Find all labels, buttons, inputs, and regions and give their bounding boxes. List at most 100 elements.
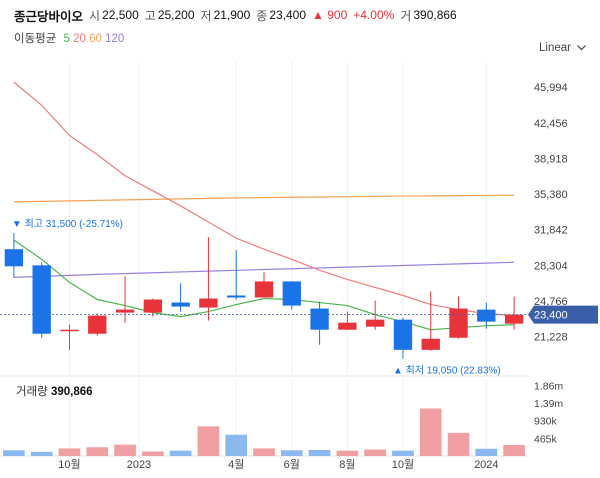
volume-bar-12 bbox=[336, 450, 359, 456]
high-value: 25,200 bbox=[157, 8, 195, 22]
candle-3 bbox=[88, 313, 107, 336]
candle-body-15 bbox=[421, 338, 440, 350]
volume-bar-0 bbox=[3, 450, 25, 456]
candle-body-2 bbox=[60, 329, 79, 332]
open-value: 22,500 bbox=[102, 8, 139, 22]
candle-12 bbox=[338, 311, 357, 330]
candle-body-14 bbox=[393, 319, 413, 350]
stock-summary-header: 종근당바이오 시 22,500 고 25,200 저 21,900 종 23,400 ▲… bbox=[14, 6, 463, 24]
candle-11 bbox=[310, 301, 329, 345]
x-tick-label-1: 2023 bbox=[127, 459, 151, 471]
candle-0 bbox=[4, 233, 24, 278]
candle-4 bbox=[115, 276, 135, 323]
candle-body-13 bbox=[365, 319, 385, 327]
candle-body-5 bbox=[143, 299, 163, 313]
volume-panel: 1.86m 1.39m 930k 465k bbox=[3, 380, 563, 456]
volume-bar-4 bbox=[114, 444, 136, 456]
candle-body-12 bbox=[338, 322, 357, 330]
candle-2 bbox=[60, 324, 79, 350]
y-tick-label-1: 42,456 bbox=[534, 118, 568, 130]
volume-bar-7 bbox=[197, 426, 220, 456]
volume-bar-1 bbox=[30, 451, 53, 456]
volume-bar-13 bbox=[364, 449, 386, 456]
volume-bar-15 bbox=[419, 408, 442, 456]
change-percent: +4.00% bbox=[353, 8, 395, 22]
candle-body-17 bbox=[477, 309, 496, 322]
scale-toggle-label: Linear bbox=[539, 42, 571, 54]
volume-label: 거 bbox=[400, 8, 412, 23]
candle-18 bbox=[504, 296, 524, 330]
candle-6 bbox=[171, 283, 190, 312]
ma-legend-item-20[interactable]: 20 bbox=[73, 33, 86, 45]
y-tick-label-5: 28,304 bbox=[534, 260, 568, 272]
candle-body-9 bbox=[254, 281, 274, 298]
volume-panel-value: 390,866 bbox=[50, 386, 93, 398]
candle-body-1 bbox=[32, 265, 51, 334]
volume-tick-label-2: 930k bbox=[534, 416, 558, 428]
volume-bar-14 bbox=[392, 450, 414, 456]
candle-10 bbox=[282, 281, 301, 310]
moving-average-legend: 이동평균 5 20 60 120 bbox=[14, 30, 124, 46]
candle-9 bbox=[254, 272, 274, 298]
volume-bar-11 bbox=[308, 449, 331, 456]
candle-body-0 bbox=[4, 249, 24, 267]
candle-13 bbox=[365, 300, 385, 330]
chevron-down-icon bbox=[577, 45, 586, 51]
y-tick-label-7: 21,228 bbox=[534, 331, 568, 343]
volume-tick-label-0: 1.86m bbox=[534, 380, 563, 392]
candle-16 bbox=[449, 296, 468, 339]
volume-bar-17 bbox=[475, 448, 498, 456]
volume-tick-label-1: 1.39m bbox=[534, 398, 563, 410]
current-price-label: 23,400 bbox=[534, 310, 568, 322]
candle-15 bbox=[421, 291, 440, 351]
low-annotation: ▲ 최저 19,050 (22.83%) bbox=[393, 364, 501, 376]
x-tick-label-2: 4월 bbox=[228, 458, 244, 471]
ma60-line bbox=[13, 194, 515, 203]
price-axis: 45,994 42,456 38,918 35,380 31,842 28,304 24,7… bbox=[534, 82, 568, 343]
low-value: 21,900 bbox=[213, 8, 251, 22]
high-annotation: ▼ 최고 31,500 (-25.71%) bbox=[12, 218, 123, 230]
candle-17 bbox=[477, 302, 496, 329]
y-tick-label-2: 38,918 bbox=[534, 153, 568, 165]
ma-legend-label: 이동평균 bbox=[14, 33, 57, 45]
candle-body-16 bbox=[449, 308, 468, 338]
ma-legend-item-5[interactable]: 5 bbox=[63, 33, 70, 45]
chart-annotations: ▼ 최고 31,500 (-25.71%) ▲ 최저 19,050 (22.83%… bbox=[0, 218, 598, 376]
volume-panel-title: 거래량 bbox=[16, 386, 48, 398]
candle-body-4 bbox=[115, 309, 135, 313]
ma-legend-item-60[interactable]: 60 bbox=[89, 33, 102, 45]
candle-14 bbox=[393, 317, 413, 359]
candle-body-8 bbox=[227, 295, 246, 298]
close-value: 23,400 bbox=[269, 8, 307, 22]
volume-bar-10 bbox=[280, 450, 303, 456]
volume-value: 390,866 bbox=[413, 8, 457, 22]
candle-5 bbox=[143, 298, 163, 317]
stock-name: 종근당바이오 bbox=[14, 9, 84, 24]
ma-legend-item-120[interactable]: 120 bbox=[105, 33, 125, 45]
x-tick-label-6: 2024 bbox=[474, 459, 498, 471]
volume-bar-18 bbox=[503, 444, 525, 456]
y-tick-label-0: 45,994 bbox=[534, 82, 568, 94]
x-tick-label-0: 10월 bbox=[58, 458, 80, 471]
x-tick-label-3: 6월 bbox=[284, 458, 300, 471]
x-tick-label-5: 10월 bbox=[392, 458, 414, 471]
candle-body-6 bbox=[171, 302, 190, 307]
y-tick-label-6: 24,766 bbox=[534, 296, 568, 308]
current-price-tag bbox=[528, 305, 598, 324]
time-axis: 10월 2023 4월 6월 8월 10월 2024 bbox=[58, 458, 498, 471]
y-tick-label-4: 31,842 bbox=[534, 225, 568, 237]
scale-toggle[interactable]: Linear bbox=[539, 42, 586, 54]
change-value: ▲ 900 bbox=[312, 8, 348, 22]
volume-bar-3 bbox=[86, 447, 109, 456]
y-tick-label-3: 35,380 bbox=[534, 189, 568, 201]
volume-bar-16 bbox=[447, 432, 470, 456]
volume-bar-2 bbox=[58, 448, 81, 456]
candle-7 bbox=[199, 237, 218, 321]
high-label: 고 bbox=[144, 8, 156, 23]
candle-body-18 bbox=[504, 314, 524, 324]
candle-8 bbox=[227, 250, 246, 300]
x-tick-label-4: 8월 bbox=[339, 458, 355, 471]
volume-bar-8 bbox=[225, 434, 248, 456]
low-label: 저 bbox=[200, 8, 212, 23]
